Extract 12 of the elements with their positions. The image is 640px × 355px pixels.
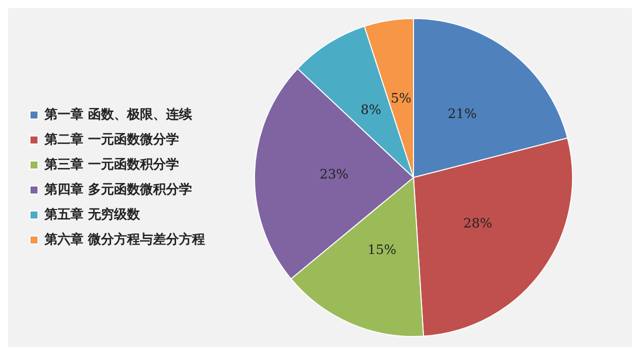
legend-label: 第二章 一元函数微分学	[44, 131, 180, 148]
legend-label: 第三章 一元函数积分学	[44, 156, 180, 172]
data-label: 8%	[360, 102, 382, 118]
data-label: 5%	[390, 91, 412, 106]
legend-label: 第六章 微分方程与差分方程	[44, 231, 206, 248]
legend-label: 第四章 多元函数微积分学	[44, 181, 192, 198]
legend-label: 第五章 无穷级数	[44, 206, 142, 222]
data-label: 21%	[448, 107, 477, 122]
data-label: 15%	[367, 242, 396, 258]
data-label: 28%	[463, 216, 492, 232]
data-label: 23%	[320, 167, 349, 182]
legend-label: 第一章 函数、极限、连续	[44, 106, 194, 122]
